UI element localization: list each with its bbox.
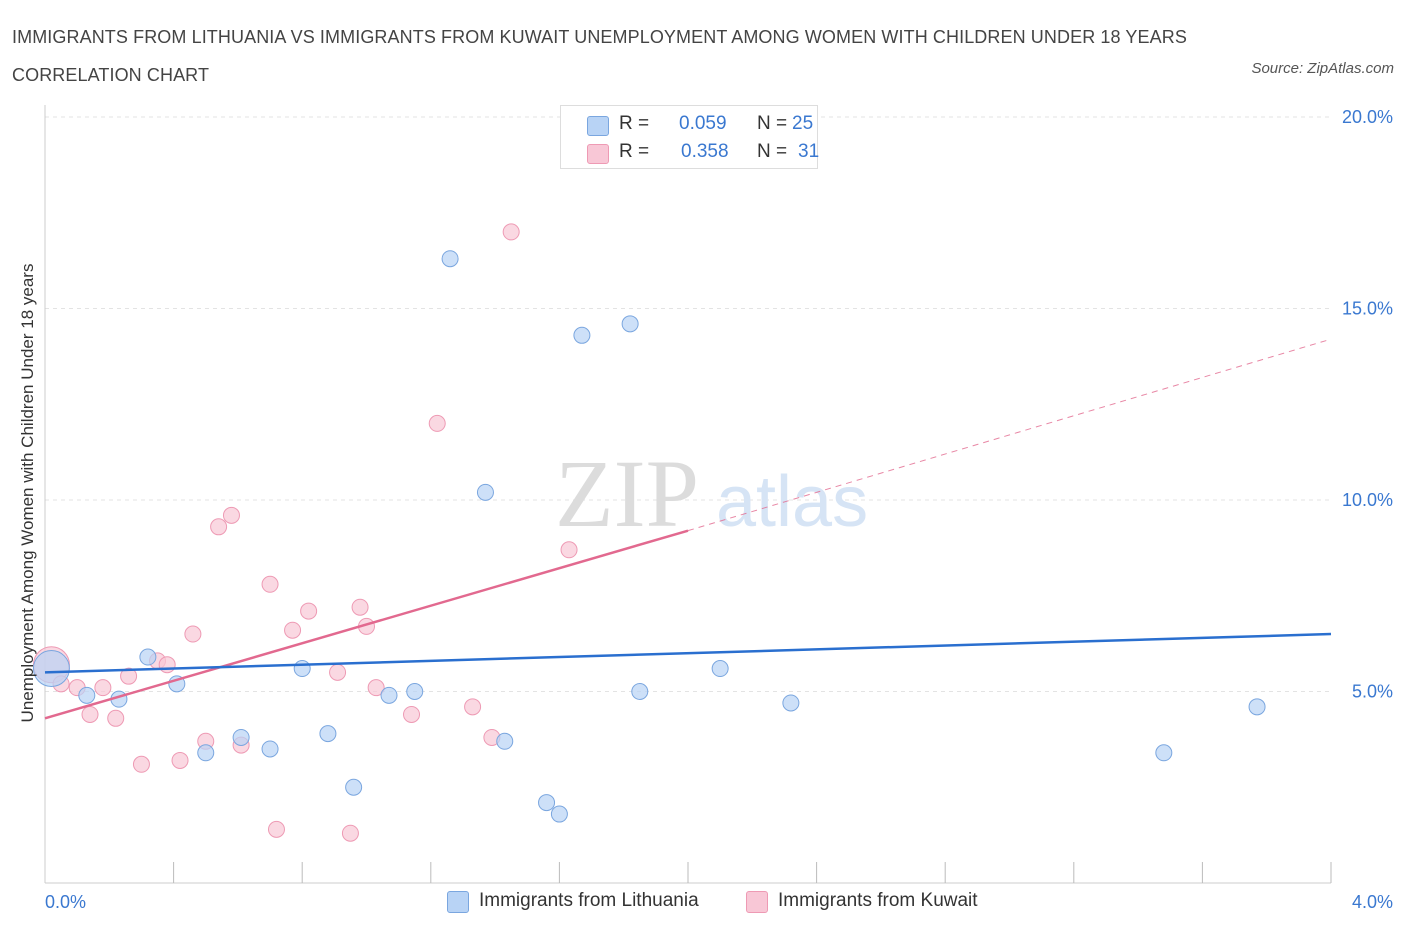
lithuania-point bbox=[538, 794, 556, 812]
y-axis-label: Unemployment Among Women with Children U… bbox=[18, 263, 37, 723]
lithuania-point bbox=[406, 683, 424, 700]
lithuania-point bbox=[232, 728, 250, 746]
lithuania-point bbox=[345, 778, 363, 796]
y-tick-label: 15.0% bbox=[1342, 299, 1393, 319]
y-tick-label: 5.0% bbox=[1352, 682, 1393, 702]
kuwait-trend-extension bbox=[687, 338, 1332, 532]
lithuania-point bbox=[197, 744, 215, 762]
lithuania-point bbox=[573, 326, 591, 344]
kuwait-point bbox=[158, 656, 176, 674]
kuwait-point bbox=[464, 698, 482, 716]
x-tick-marks bbox=[173, 862, 1332, 883]
kuwait-point bbox=[184, 625, 202, 643]
watermark-atlas: atlas bbox=[716, 462, 868, 542]
lithuania-point bbox=[78, 686, 96, 704]
kuwait-point bbox=[300, 602, 318, 620]
lithuania-point bbox=[496, 732, 514, 750]
watermark-zip: ZIP bbox=[555, 440, 699, 547]
x-tick-labels: 0.0% 4.0% bbox=[45, 892, 1393, 912]
lithuania-trend-line bbox=[44, 632, 1332, 674]
y-tick-label: 20.0% bbox=[1342, 107, 1393, 127]
x-tick-label-max: 4.0% bbox=[1352, 892, 1393, 912]
kuwait-point bbox=[120, 667, 138, 685]
kuwait-point bbox=[81, 705, 99, 723]
lithuania-point bbox=[441, 250, 459, 268]
kuwait-point bbox=[222, 506, 240, 524]
kuwait-point bbox=[502, 223, 520, 241]
y-tick-label: 10.0% bbox=[1342, 490, 1393, 510]
kuwait-point bbox=[428, 414, 446, 432]
source-text: Source: ZipAtlas.com bbox=[1251, 60, 1394, 77]
lithuania-point bbox=[621, 315, 639, 333]
legend-n-value-kuwait: 31 bbox=[798, 141, 820, 162]
correlation-legend: R = 0.059 N = 25 R = 0.358 N = 31 bbox=[560, 105, 820, 169]
legend-swatch-kuwait bbox=[587, 144, 609, 164]
kuwait-point bbox=[261, 575, 279, 593]
lithuania-point bbox=[782, 694, 800, 712]
kuwait-point bbox=[171, 751, 189, 769]
kuwait-point bbox=[284, 621, 302, 639]
kuwait-point bbox=[132, 755, 150, 773]
bottom-legend-swatch-kuwait bbox=[746, 891, 768, 913]
kuwait-trend-line bbox=[44, 529, 689, 720]
lithuania-point bbox=[32, 650, 70, 688]
bottom-legend-swatch-lithuania bbox=[447, 891, 469, 913]
kuwait-point bbox=[107, 709, 125, 727]
lithuania-point bbox=[319, 725, 337, 743]
lithuania-point bbox=[380, 686, 398, 704]
kuwait-point bbox=[351, 598, 369, 616]
kuwait-point bbox=[329, 663, 347, 681]
legend-swatch-lithuania bbox=[587, 116, 609, 136]
legend-r-label: R = bbox=[619, 113, 650, 134]
lithuania-point bbox=[1155, 744, 1173, 762]
kuwait-point bbox=[560, 541, 578, 559]
kuwait-point bbox=[94, 679, 112, 697]
lithuania-point bbox=[711, 660, 729, 678]
series-kuwait-points bbox=[32, 223, 578, 842]
kuwait-point bbox=[403, 705, 421, 723]
kuwait-point bbox=[210, 518, 228, 536]
lithuania-point bbox=[550, 805, 568, 823]
lithuania-point bbox=[293, 660, 311, 678]
lithuania-point bbox=[476, 483, 494, 501]
chart-title: IMMIGRANTS FROM LITHUANIA VS IMMIGRANTS … bbox=[12, 27, 1187, 85]
watermark: ZIP atlas bbox=[555, 440, 868, 547]
legend-n-value-lithuania: 25 bbox=[792, 113, 814, 134]
lithuania-point bbox=[261, 740, 279, 758]
bottom-legend-label-lithuania: Immigrants from Lithuania bbox=[479, 890, 699, 911]
legend-n-label: N = bbox=[757, 113, 788, 134]
y-tick-labels: 5.0% 10.0% 15.0% 20.0% bbox=[1342, 107, 1393, 702]
kuwait-point bbox=[267, 820, 285, 838]
kuwait-point bbox=[367, 679, 385, 697]
x-tick-label-min: 0.0% bbox=[45, 892, 86, 912]
grid-lines bbox=[45, 116, 1331, 692]
lithuania-point bbox=[631, 683, 649, 700]
trend-lines bbox=[44, 338, 1332, 720]
legend-r-value-kuwait: 0.358 bbox=[681, 141, 729, 162]
legend-n-label: N = bbox=[757, 141, 788, 162]
lithuania-point bbox=[139, 648, 157, 666]
kuwait-point bbox=[341, 824, 359, 842]
legend-r-value-lithuania: 0.059 bbox=[679, 113, 727, 134]
lithuania-point bbox=[1248, 698, 1266, 716]
legend-r-label: R = bbox=[619, 141, 650, 162]
bottom-legend-label-kuwait: Immigrants from Kuwait bbox=[778, 890, 978, 911]
